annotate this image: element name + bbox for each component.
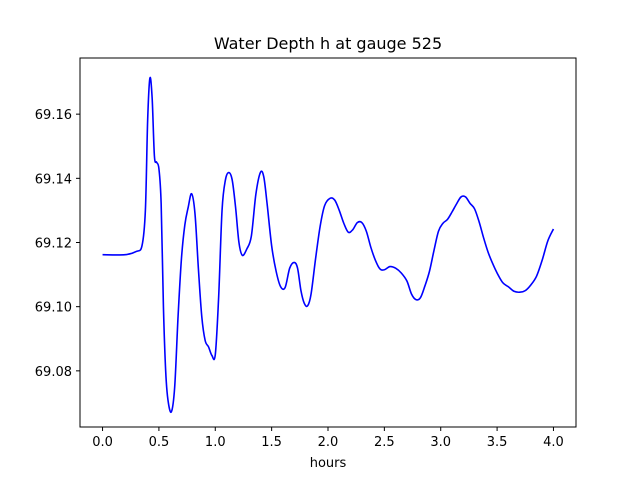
x-tick-label: 1.0 xyxy=(205,435,226,450)
y-tick-label: 69.14 xyxy=(35,172,72,187)
y-tick-label: 69.12 xyxy=(35,237,72,252)
x-tick-label: 3.0 xyxy=(430,435,451,450)
x-axis-ticks: 0.0 0.5 1.0 1.5 2.0 2.5 3.0 3.5 4.0 xyxy=(92,427,564,450)
x-tick-label: 1.5 xyxy=(261,435,282,450)
chart-title: Water Depth h at gauge 525 xyxy=(214,34,442,53)
x-tick-label: 2.5 xyxy=(374,435,395,450)
x-tick-label: 0.0 xyxy=(92,435,113,450)
x-tick-label: 3.5 xyxy=(487,435,508,450)
series-layer xyxy=(102,76,555,414)
x-tick-label: 0.5 xyxy=(149,435,170,450)
y-tick-label: 69.10 xyxy=(35,301,72,316)
series-line xyxy=(102,76,555,414)
y-tick-label: 69.16 xyxy=(35,108,72,123)
x-tick-label: 2.0 xyxy=(318,435,339,450)
y-tick-label: 69.08 xyxy=(35,365,72,380)
plot-frame xyxy=(79,57,577,428)
x-tick-label: 4.0 xyxy=(543,435,564,450)
y-axis-ticks: 69.08 69.10 69.12 69.14 69.16 xyxy=(35,108,80,380)
x-axis-label: hours xyxy=(310,456,347,471)
